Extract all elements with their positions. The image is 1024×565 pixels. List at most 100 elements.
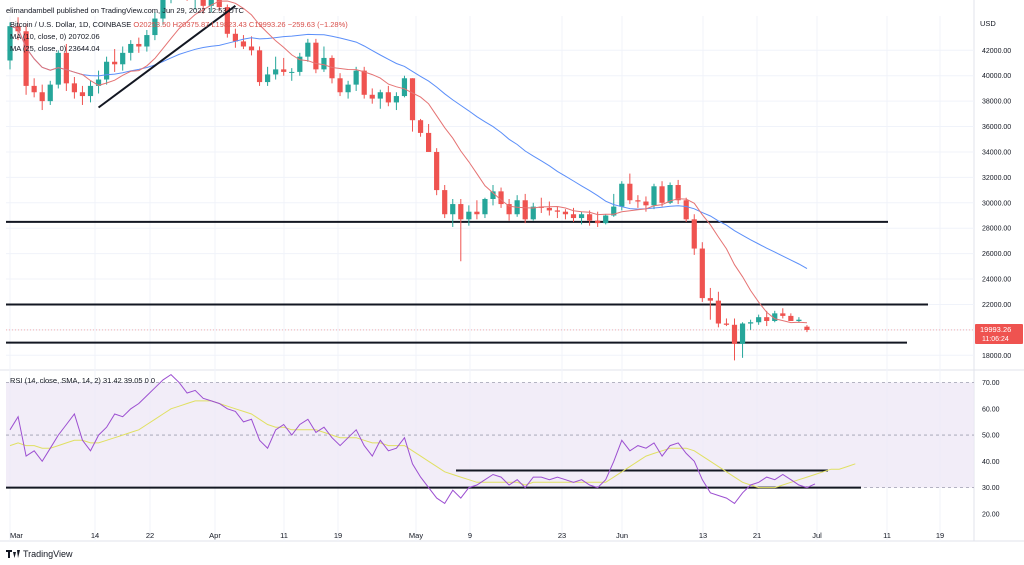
candle-body (216, 0, 222, 8)
candle-body (104, 61, 110, 80)
price-tick-label: 34000.00 (982, 149, 1011, 156)
candle-body (683, 200, 689, 220)
candle-body (55, 52, 61, 85)
rsi-legend[interactable]: RSI (14, close, SMA, 14, 2) 31.42 39.05 … (10, 376, 156, 385)
candle-up (289, 68, 295, 81)
legend-ma10[interactable]: MA (10, close, 0) 20702.06 (10, 32, 100, 41)
candle-body (289, 71, 295, 73)
price-tick-label: 26000.00 (982, 251, 1011, 258)
countdown-label: 11:06:24 (982, 336, 1009, 343)
candle-body (329, 57, 335, 79)
current-price-tag (975, 323, 1023, 344)
candle-body (112, 61, 118, 65)
candle-up (739, 322, 746, 358)
candle-body (361, 70, 367, 95)
candle-body (707, 298, 713, 301)
candle-body (699, 248, 705, 299)
candle-up (95, 70, 102, 94)
candle-body (136, 43, 142, 47)
rsi-tick-label: 20.00 (982, 511, 1000, 518)
candle-down (112, 49, 118, 72)
candlesticks (7, 0, 810, 361)
candle-body (200, 0, 206, 6)
rsi-tick-label: 70.00 (982, 380, 1000, 387)
candle-up (393, 92, 399, 111)
candle-body (120, 52, 126, 65)
candle-body (570, 214, 577, 219)
candle-body (458, 204, 464, 220)
candle-down (683, 197, 689, 222)
candle-body (87, 85, 94, 97)
price-axis[interactable]: 18000.0020000.0022000.0024000.0026000.00… (975, 19, 1023, 518)
candle-body (587, 214, 593, 221)
legend-symbol[interactable]: Bitcoin / U.S. Dollar, 1D, COINBASE (10, 20, 132, 29)
time-tick-label: Jul (812, 531, 822, 540)
rsi-ma-line (9, 400, 856, 489)
candle-body (417, 120, 424, 133)
candle-down (79, 85, 86, 105)
candle-down (764, 310, 770, 327)
candle-body (232, 33, 238, 42)
candle-body (619, 183, 625, 207)
candle-body (95, 79, 102, 86)
candle-down (426, 124, 432, 152)
trendline[interactable] (97, 5, 236, 109)
candle-body (256, 50, 263, 83)
time-tick-label: Mar (10, 531, 23, 540)
candle-up (265, 66, 271, 86)
rsi-tick-label: 30.00 (982, 485, 1000, 492)
legend-ma25[interactable]: MA (25, close, 0) 23644.04 (10, 44, 100, 53)
candle-body (305, 42, 311, 57)
candle-down (699, 242, 705, 302)
candle-up (273, 56, 279, 80)
candle-body (47, 84, 53, 102)
candle-body (337, 78, 343, 93)
candle-up (160, 0, 166, 25)
price-tick-label: 24000.00 (982, 277, 1011, 284)
candle-body (265, 74, 271, 83)
candle-body (546, 207, 552, 211)
candle-body (804, 326, 810, 330)
candle-up (466, 205, 472, 226)
candle-up (152, 12, 158, 41)
rsi-band (6, 382, 974, 488)
tradingview-logo[interactable]: TradingView (6, 549, 73, 559)
time-axis[interactable]: Mar 14 22 Apr 11 19 May 9 23 Jun 13 21 Jul 11 19 (10, 531, 944, 540)
candle-body (79, 92, 86, 97)
candle-body (643, 201, 649, 206)
candle-body (401, 78, 408, 97)
candle-down (200, 0, 206, 14)
candle-body (651, 186, 657, 206)
time-tick-label: Apr (209, 531, 221, 540)
candle-body (780, 313, 786, 316)
time-tick-label: 9 (468, 531, 472, 540)
candle-up (611, 193, 617, 217)
horizontal-levels[interactable] (6, 220, 928, 489)
candle-up (619, 181, 625, 211)
candle-body (522, 200, 528, 220)
candle-down (337, 73, 343, 97)
price-tick-label: 30000.00 (982, 200, 1011, 207)
candle-body (63, 52, 69, 84)
candle-down (224, 4, 230, 38)
candle-up (104, 56, 110, 85)
price-tick-label: 38000.00 (982, 99, 1011, 106)
time-tick-label: 21 (753, 531, 761, 540)
rsi-line (9, 373, 816, 505)
candle-down (562, 209, 569, 220)
candle-body (377, 92, 383, 99)
candle-up (297, 52, 303, 76)
candle-up (353, 66, 359, 91)
candle-body (748, 322, 754, 324)
time-tick-label: 11 (883, 531, 891, 540)
candle-body (248, 46, 255, 51)
candle-body (715, 300, 721, 324)
candle-up (482, 197, 488, 219)
candle-body (611, 206, 617, 216)
candle-body (434, 151, 440, 191)
ma10-line (9, 0, 808, 324)
time-tick-label: 22 (146, 531, 154, 540)
candle-down (554, 206, 560, 219)
candle-body (426, 132, 432, 152)
